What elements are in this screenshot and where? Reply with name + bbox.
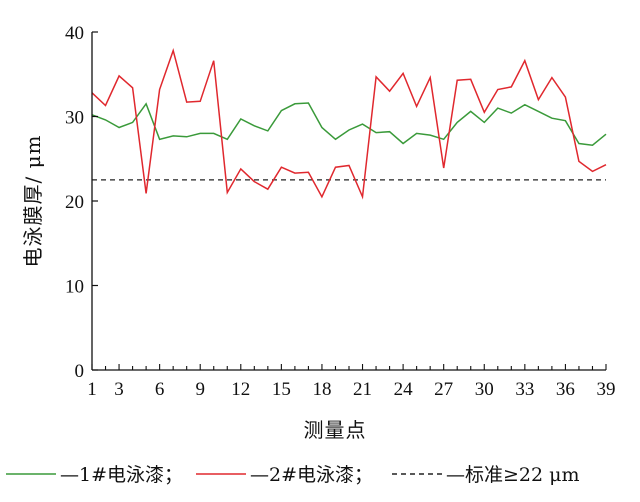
- plot-area: [91, 48, 607, 200]
- legend-label-2: —2#电泳漆；: [250, 464, 373, 486]
- series-line-2: [91, 48, 607, 200]
- y-tick-label: 10: [65, 277, 84, 298]
- series-line-1: [91, 102, 607, 146]
- y-tick-label: 30: [65, 108, 84, 129]
- x-tick-label: 1: [87, 379, 97, 400]
- x-tick-label: 39: [597, 379, 616, 400]
- x-tick-label: 36: [556, 379, 575, 400]
- y-axis-title: 电泳膜厚/ μm: [21, 134, 45, 267]
- y-tick-label: 0: [75, 361, 85, 382]
- x-tick-label: 27: [434, 379, 453, 400]
- y-tick-label: 20: [65, 192, 84, 213]
- x-tick-label: 21: [353, 379, 372, 400]
- legend: —1#电泳漆； —2#电泳漆； —标准≥22 μm: [6, 464, 580, 486]
- x-axis-title: 测量点: [304, 418, 367, 442]
- x-tick-label: 30: [475, 379, 494, 400]
- x-tick-label: 6: [155, 379, 165, 400]
- x-tick-label: 9: [195, 379, 205, 400]
- x-tick-label: 18: [312, 379, 331, 400]
- x-tick-label: 3: [114, 379, 124, 400]
- x-tick-label: 15: [272, 379, 291, 400]
- x-tick-label: 33: [515, 379, 534, 400]
- legend-label-3: —标准≥22 μm: [446, 464, 580, 486]
- x-tick-label: 24: [394, 379, 414, 400]
- legend-label-1: —1#电泳漆；: [60, 464, 183, 486]
- y-tick-label: 40: [65, 23, 84, 44]
- x-tick-label: 12: [231, 379, 250, 400]
